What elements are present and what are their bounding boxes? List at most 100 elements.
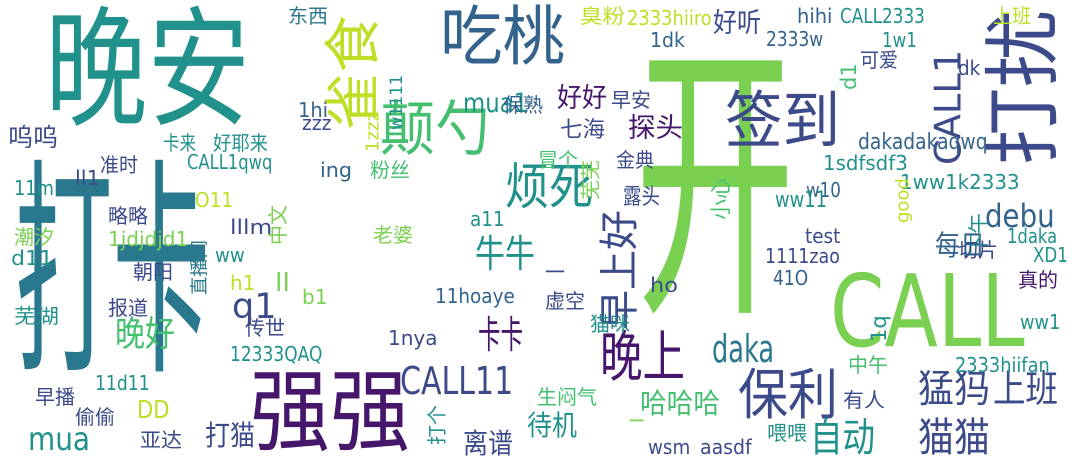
word-106: 芜湖 [14, 304, 59, 328]
word-o11-74: O11 [195, 188, 234, 212]
word-1daka-79: 1daka [1007, 224, 1058, 248]
word-104: 虚空 [545, 289, 585, 313]
word-113: 早播 [35, 385, 75, 409]
word-mua-21: mua [28, 420, 91, 458]
word-54: 早安 [611, 88, 651, 112]
word-31: 哈哈哈 [640, 387, 721, 420]
word-11d11-114: 11d11 [95, 371, 150, 395]
word-2: 开 [635, 15, 795, 359]
word-80: 潮汐 [14, 225, 54, 249]
word-1q-105: 1q [865, 315, 892, 342]
word-44: 东西 [288, 4, 328, 28]
word-hihi-42: hihi [797, 4, 833, 28]
word-30: 每日 [935, 229, 986, 262]
word-121: 喂喂 [767, 421, 807, 445]
word-b1-100: b1 [302, 285, 328, 309]
word-43: 臭粉 [580, 4, 625, 28]
word-22: 卡卡 [478, 313, 524, 357]
word-wsm-122: wsm [648, 435, 691, 459]
word-dk-50: dk [958, 56, 981, 80]
word-ww11-75: ww11 [775, 188, 827, 213]
word-32: 好听 [713, 8, 761, 39]
word-11hoaye-101: 11hoaye [435, 284, 515, 308]
word-ww-90: ww [215, 243, 245, 267]
word-xd1-86: XD1 [1033, 243, 1068, 267]
word-35: 待机 [527, 409, 578, 442]
word-91: 切片 [958, 238, 998, 262]
word-76: 露头 [623, 185, 661, 210]
word-57: 七海 [560, 118, 606, 143]
word-1jdjdjd1-84: 1jdjdjd1 [108, 227, 189, 251]
word-call1qwq-61: CALL1qwq [187, 150, 273, 174]
word-2333w-46: 2333w [766, 27, 824, 51]
word-mua1-27: mua1 [463, 88, 529, 119]
word-aasdf-123: aasdf [700, 435, 752, 459]
word-53: 保熟 [503, 93, 543, 117]
word-117: 偷偷 [75, 405, 115, 429]
word-34: 离谱 [463, 427, 514, 460]
word-0: 晚安 [45, 0, 251, 146]
word-q1-25: q1 [232, 287, 277, 327]
word-59: 好耶来 [213, 131, 268, 155]
word-29: 探头 [628, 113, 683, 144]
word-41o-97: 41O [773, 266, 809, 290]
word-116: 有人 [843, 388, 885, 412]
word-1hi-51: 1hi [298, 98, 328, 122]
word-debu-26: debu [985, 197, 1055, 235]
word-10: 保利 [738, 363, 839, 427]
word-103: 传世 [245, 316, 285, 340]
word-lllm-82: lllm [230, 215, 273, 239]
word-call-3: CALL [830, 253, 1025, 370]
word-63: 金典 [616, 148, 654, 172]
word-118: 亚达 [140, 428, 182, 452]
word-5: 吃桃 [440, 0, 566, 75]
word-24: 晚好 [115, 315, 176, 355]
word-2333hiifan-111: 2333hiifan [955, 353, 1050, 377]
word-dakadakaqwq-39: dakadakaqwq [858, 130, 988, 155]
word-7: 签到 [725, 84, 841, 157]
word-17: 猫猫 [918, 415, 990, 461]
word-12333qaq-110: 12333QAQ [230, 342, 323, 366]
word-call2333-41: CALL2333 [840, 4, 925, 28]
word-102: 报道 [108, 296, 148, 320]
word-1w1-47: 1w1 [882, 28, 917, 52]
word-48: 可爱 [860, 48, 898, 72]
word-49: 上班 [993, 4, 1031, 28]
word-1zzz-56: 1zzz [361, 111, 383, 152]
word-1nya-109: 1nya [388, 326, 438, 350]
word-37: 呜呜 [8, 123, 59, 152]
word-18: 自动 [810, 415, 875, 461]
word-58: 卡来 [163, 131, 196, 155]
word-96: 真的 [1018, 268, 1058, 292]
word-71: 芜芜 [580, 159, 603, 200]
word-93: 朝阳 [133, 260, 173, 284]
word-ww1-107: ww1 [1020, 310, 1061, 334]
word-120: 一 [629, 410, 645, 435]
word-a11-83: a11 [470, 207, 505, 231]
word-ll1-70: ll1 [75, 166, 100, 190]
word-daka-16: daka [712, 327, 775, 371]
word-77: 略略 [108, 204, 148, 228]
word-1ww1k2333-68: 1ww1k2333 [900, 170, 1020, 194]
word-108: 猫咪 [590, 312, 630, 336]
word-115: 生闷气 [537, 385, 597, 409]
word-w10-67: w10 [806, 178, 841, 202]
word-20: 上班 [993, 367, 1059, 411]
word-72: 小心 [707, 178, 734, 220]
word-112: 中午 [848, 353, 888, 377]
word-11: 晚上 [600, 325, 686, 389]
word-test-85: test [805, 224, 841, 248]
word-ho-98: ho [650, 273, 678, 297]
word-d1-33: d1 [835, 63, 862, 90]
word-89: 老婆 [373, 223, 413, 247]
word-6: 打扰 [978, 10, 1069, 165]
word-62: 冒个 [538, 148, 578, 172]
word-11m-69: 11m [14, 176, 54, 200]
word-4: 强强 [250, 360, 410, 463]
word-1111zao-92: 1111zao [765, 244, 840, 268]
word-good-73: good [891, 178, 913, 223]
word-66: 粉丝 [370, 158, 410, 182]
word-zzz-55: zzz [302, 111, 332, 135]
word-call11-12: CALL11 [400, 359, 514, 403]
